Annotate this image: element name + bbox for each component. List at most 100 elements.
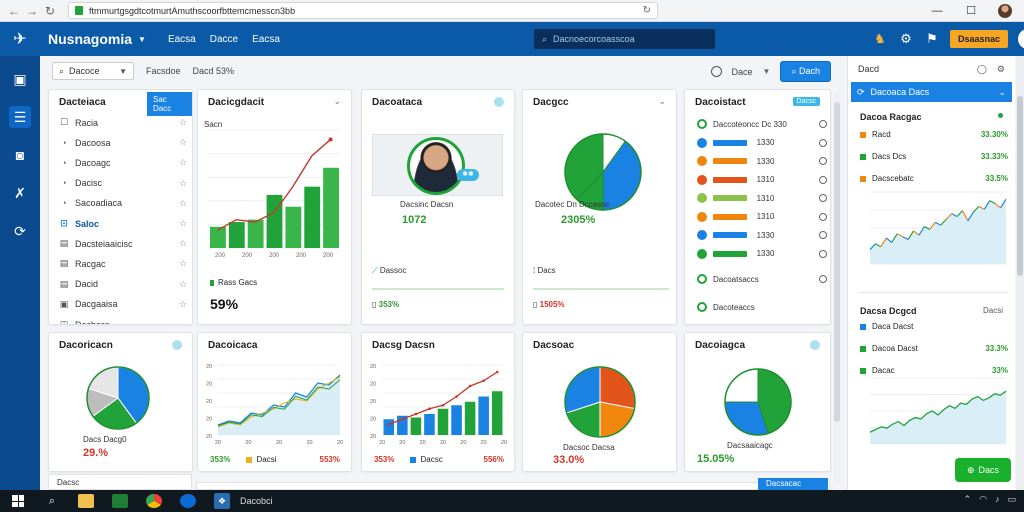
filter-text-3[interactable]: Dacd 53% — [192, 66, 235, 76]
status-foot-row[interactable]: Dacoteaccs — [697, 301, 827, 313]
back-icon[interactable]: ← — [8, 3, 20, 18]
star-icon[interactable]: ☆ — [178, 197, 187, 208]
list-item[interactable]: ⊡ Saloc ☆ — [59, 218, 187, 229]
maximize-icon[interactable]: ☐ — [966, 5, 976, 17]
content-scrollbar[interactable] — [834, 92, 840, 482]
global-search-input[interactable]: ⌕ Dacnoecorcoasscoa — [534, 29, 715, 49]
windows-start-icon[interactable] — [10, 493, 26, 509]
filter-dropdown[interactable]: ⌕ Dacoce ▼ — [52, 62, 134, 80]
sync-icon[interactable]: ⟳ — [14, 223, 26, 239]
chevron-down-icon[interactable]: ▼ — [762, 67, 771, 76]
status-row[interactable]: 1330 — [697, 229, 827, 241]
nav-item-1[interactable]: Eacsa — [167, 33, 196, 45]
list-item[interactable]: ▤ Racgac ☆ — [59, 258, 187, 269]
user-icon[interactable]: ♞ — [874, 31, 886, 46]
list-item[interactable]: ◔ Dacoagc ☆ — [59, 157, 187, 168]
edge-icon[interactable] — [180, 493, 196, 509]
toggle-icon[interactable] — [710, 66, 722, 77]
nav-item-3[interactable]: Eacsa — [252, 33, 280, 45]
filter-text-2[interactable]: Facsdoe — [146, 66, 181, 76]
chevron-down-icon[interactable]: ▼ — [138, 34, 146, 44]
bookmark-icon[interactable]: ↻ — [642, 5, 651, 16]
settings-icon[interactable]: ⚙ — [900, 31, 912, 46]
panel-row[interactable]: Dacs Dcs 33.33% — [860, 152, 1008, 161]
refresh-icon[interactable]: ◯ — [976, 64, 987, 74]
star-icon[interactable]: ☆ — [178, 218, 187, 228]
star-icon[interactable]: ☆ — [178, 157, 187, 168]
volume-icon[interactable]: ♪ — [994, 494, 1000, 504]
address-bar[interactable]: ftmmurtgsgdtcotmurtAmuthscoorfbttemcmess… — [68, 2, 658, 19]
star-icon[interactable]: ☆ — [178, 258, 187, 269]
chevron-down-icon[interactable]: ⌄ — [658, 96, 666, 106]
panel-select[interactable]: ⟳ Dacoaca Dacs ⌄ — [851, 82, 1012, 102]
list-icon[interactable]: ☰ — [9, 106, 31, 128]
list-item[interactable]: ◫ Dacbccs ⌄ — [59, 319, 187, 324]
star-icon[interactable]: ☆ — [178, 117, 187, 127]
chevron-up-icon[interactable]: ⌃ — [963, 494, 972, 504]
status-row[interactable]: 1310 — [697, 211, 827, 223]
list-item[interactable]: ◔ Dacoosa ☆ — [59, 137, 187, 148]
radio-icon[interactable] — [819, 231, 827, 239]
radio-icon[interactable] — [819, 275, 827, 283]
nav-item-2[interactable]: Dacce — [209, 33, 239, 45]
people-icon[interactable]: ✗ — [14, 185, 26, 201]
panel-row[interactable]: Racd 33.30% — [860, 130, 1008, 139]
panel-action-button[interactable]: ⊕ Dacs — [955, 458, 1011, 482]
chevron-down-icon[interactable]: ⌄ — [333, 96, 341, 106]
primary-action-button[interactable]: ⌕ Dach — [780, 61, 831, 82]
network-icon[interactable]: ◠ — [979, 494, 987, 504]
panel-row[interactable]: Daca Dacst — [860, 322, 1008, 331]
radio-icon[interactable] — [819, 194, 827, 202]
list-item[interactable]: ▤ Dacid ☆ — [59, 279, 187, 290]
list-item[interactable]: ◔ Sacoadiaca ☆ — [59, 198, 187, 209]
minimize-icon[interactable]: — — [931, 4, 943, 17]
scroll-thumb[interactable] — [834, 102, 840, 422]
star-icon[interactable]: ☆ — [178, 238, 187, 249]
search-icon[interactable]: ⌕ — [48, 494, 56, 507]
list-item[interactable]: ☐ Racia ☆ — [59, 117, 187, 128]
avatar[interactable] — [407, 137, 465, 195]
settings-icon[interactable]: ⚙ — [996, 64, 1005, 74]
info-icon[interactable] — [172, 340, 182, 350]
status-row[interactable]: 1330 — [697, 155, 827, 167]
star-icon[interactable]: ☆ — [178, 177, 187, 188]
camera-icon[interactable]: ◙ — [15, 147, 25, 163]
radio-icon[interactable] — [819, 175, 827, 184]
flag-icon[interactable]: ⚑ — [926, 31, 938, 46]
panel-row[interactable]: Dacoa Dacst 33.3% — [860, 344, 1008, 353]
panel-row[interactable]: Dacac 33% — [860, 366, 1008, 375]
dashboard-icon[interactable]: ▣ — [13, 71, 27, 87]
page-scrollbar[interactable] — [1016, 56, 1024, 490]
reload-icon[interactable]: ↻ — [44, 3, 56, 18]
status-row[interactable]: 1330 — [697, 137, 827, 149]
star-icon[interactable]: ☆ — [178, 278, 187, 289]
upgrade-button[interactable]: Dsaasnac — [950, 30, 1009, 48]
star-icon[interactable]: ☆ — [178, 137, 187, 148]
profile-avatar[interactable] — [998, 3, 1012, 18]
star-icon[interactable]: ☆ — [178, 298, 187, 309]
tools-icon[interactable]: ✱ — [1018, 29, 1024, 49]
toolbar-right-label[interactable]: Dace — [731, 66, 753, 77]
status-foot-row[interactable]: Dacoatsaccs — [697, 273, 827, 285]
radio-icon[interactable] — [819, 138, 827, 147]
status-row[interactable]: 1330 — [697, 248, 827, 260]
status-row[interactable]: 1310 — [697, 192, 827, 204]
status-row[interactable]: Daccoteoncc Dc 330 — [697, 118, 827, 130]
status-row[interactable]: 1310 — [697, 174, 827, 186]
radio-icon[interactable] — [819, 249, 827, 258]
radio-icon[interactable] — [819, 157, 827, 165]
info-icon[interactable] — [810, 340, 820, 350]
bottom-action[interactable]: Dacsacac — [758, 478, 828, 490]
browser-icon[interactable] — [146, 493, 162, 509]
spreadsheet-app-icon[interactable] — [112, 493, 128, 509]
logo-icon[interactable]: ✈ — [13, 31, 27, 48]
radio-icon[interactable] — [819, 212, 827, 221]
list-item[interactable]: ▣ Dacgaaisa ☆ — [59, 299, 187, 310]
list-item[interactable]: ◔ Dacisc ☆ — [59, 178, 187, 189]
battery-icon[interactable]: ▭ — [1007, 494, 1016, 504]
panel-row[interactable]: Dacscebatc 33.5% — [860, 174, 1008, 183]
radio-icon[interactable] — [819, 120, 827, 128]
list-tab-button[interactable]: Sac Dacc — [147, 92, 192, 116]
info-icon[interactable] — [494, 97, 504, 107]
forward-icon[interactable]: → — [26, 3, 38, 18]
